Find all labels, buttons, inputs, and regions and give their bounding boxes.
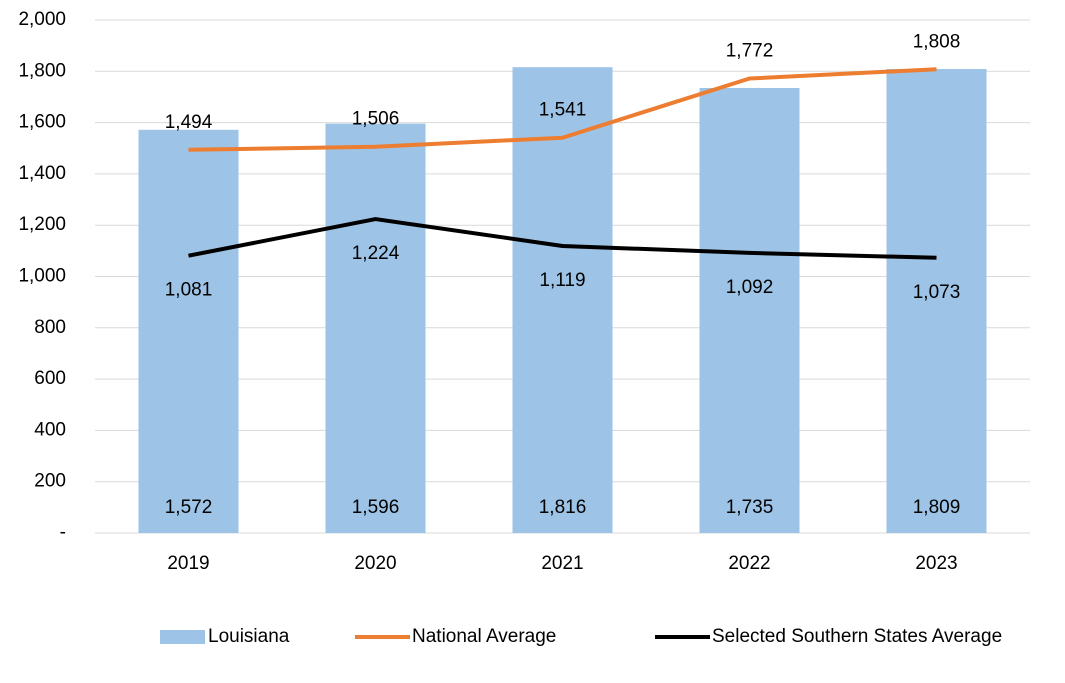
data-label: 1,092 bbox=[726, 277, 774, 298]
y-tick-label: 1,800 bbox=[18, 60, 66, 81]
x-tick-label: 2023 bbox=[915, 553, 957, 574]
y-tick-label: 200 bbox=[34, 471, 66, 492]
legend-label: Louisiana bbox=[208, 626, 290, 647]
data-label: 1,816 bbox=[539, 497, 587, 518]
data-label: 1,808 bbox=[913, 31, 961, 52]
y-tick-label: 400 bbox=[34, 419, 66, 440]
y-tick-label: 1,000 bbox=[18, 266, 66, 287]
data-label: 1,081 bbox=[165, 280, 213, 301]
data-label: 1,572 bbox=[165, 497, 213, 518]
data-label: 1,772 bbox=[726, 40, 774, 61]
bar bbox=[699, 87, 800, 533]
y-tick-label: 2,000 bbox=[18, 9, 66, 30]
x-tick-label: 2020 bbox=[354, 553, 396, 574]
y-tick-label: 1,600 bbox=[18, 112, 66, 133]
bar bbox=[138, 129, 239, 534]
y-tick-label: 1,200 bbox=[18, 214, 66, 235]
data-label: 1,224 bbox=[352, 243, 400, 264]
bar bbox=[325, 123, 426, 533]
legend-label: Selected Southern States Average bbox=[712, 626, 1002, 647]
y-tick-label: 800 bbox=[34, 317, 66, 338]
x-tick-label: 2021 bbox=[541, 553, 583, 574]
line bbox=[188, 67, 937, 152]
y-tick-label: 1,400 bbox=[18, 163, 66, 184]
legend-label: National Average bbox=[412, 626, 556, 647]
y-tick-label: 600 bbox=[34, 368, 66, 389]
data-label: 1,809 bbox=[913, 497, 961, 518]
legend-swatch bbox=[160, 630, 205, 644]
x-tick-label: 2019 bbox=[167, 553, 209, 574]
data-label: 1,119 bbox=[539, 270, 585, 291]
bar bbox=[512, 67, 613, 534]
data-label: 1,596 bbox=[352, 497, 400, 518]
data-label: 1,073 bbox=[913, 282, 961, 303]
line bbox=[188, 217, 937, 260]
bar bbox=[886, 68, 987, 533]
data-label: 1,506 bbox=[352, 109, 400, 130]
data-label: 1,541 bbox=[539, 100, 587, 121]
data-label: 1,735 bbox=[726, 497, 774, 518]
data-label: 1,494 bbox=[165, 112, 213, 133]
y-tick-label: - bbox=[60, 522, 66, 543]
x-tick-label: 2022 bbox=[728, 553, 770, 574]
